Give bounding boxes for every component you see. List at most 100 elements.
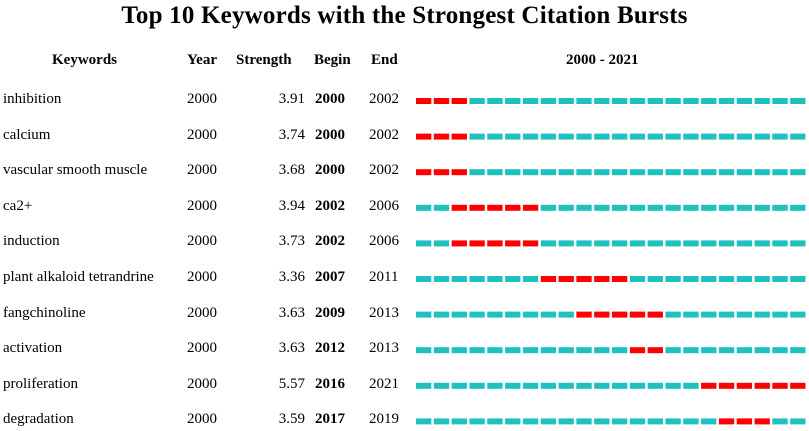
baseline-segment	[790, 311, 806, 318]
baseline-segment	[558, 311, 574, 318]
baseline-segment	[469, 382, 485, 389]
baseline-segment	[629, 276, 646, 282]
baseline-segment	[469, 276, 485, 282]
baseline-segment	[416, 240, 432, 247]
baseline-segment	[416, 347, 432, 354]
baseline-segment	[433, 276, 450, 282]
baseline-segment	[754, 98, 770, 104]
cell-keyword: ca2+	[3, 197, 33, 214]
baseline-segment	[665, 276, 681, 282]
baseline-segment	[647, 276, 663, 282]
baseline-segment	[790, 204, 806, 211]
cell-strength: 3.74	[278, 126, 305, 143]
cell-keyword: vascular smooth muscle	[3, 162, 148, 179]
baseline-segment	[487, 347, 503, 354]
burst-segment	[505, 240, 521, 247]
baseline-segment	[612, 204, 628, 211]
cell-year: 2000	[187, 411, 217, 428]
baseline-segment	[505, 98, 521, 104]
burst-row-bar	[416, 204, 806, 211]
burst-segment	[469, 240, 485, 247]
baseline-segment	[469, 347, 485, 354]
cell-keyword: activation	[3, 340, 63, 357]
baseline-segment	[594, 133, 610, 140]
baseline-segment	[594, 418, 610, 425]
baseline-segment	[451, 382, 467, 389]
baseline-segment	[576, 240, 592, 247]
burst-segment	[505, 204, 521, 211]
baseline-segment	[576, 418, 592, 425]
burst-segment	[522, 204, 539, 211]
baseline-segment	[612, 418, 628, 425]
cell-strength: 3.94	[278, 197, 305, 214]
baseline-segment	[754, 240, 770, 247]
cell-begin: 2012	[315, 340, 345, 357]
baseline-segment	[754, 276, 770, 282]
baseline-segment	[416, 204, 432, 211]
burst-row-bar	[416, 276, 806, 282]
baseline-segment	[701, 240, 717, 247]
baseline-segment	[701, 418, 717, 425]
burst-row-bar	[416, 169, 806, 176]
baseline-segment	[612, 98, 628, 104]
baseline-segment	[558, 418, 574, 425]
baseline-segment	[754, 204, 770, 211]
cell-year: 2000	[187, 126, 217, 143]
baseline-segment	[612, 382, 628, 389]
burst-segment	[469, 204, 485, 211]
burst-segment	[433, 98, 450, 104]
baseline-segment	[522, 169, 539, 176]
baseline-segment	[522, 382, 539, 389]
baseline-segment	[522, 98, 539, 104]
baseline-segment	[754, 169, 770, 176]
baseline-segment	[772, 311, 788, 318]
baseline-segment	[558, 240, 574, 247]
baseline-segment	[790, 276, 806, 282]
baseline-segment	[612, 169, 628, 176]
baseline-segment	[790, 347, 806, 354]
baseline-segment	[772, 98, 788, 104]
burst-segment	[612, 276, 628, 282]
baseline-segment	[629, 418, 646, 425]
baseline-segment	[718, 276, 735, 282]
cell-strength: 3.63	[278, 304, 305, 321]
baseline-segment	[487, 276, 503, 282]
burst-segment	[754, 418, 770, 425]
burst-segment	[790, 382, 806, 389]
cell-end: 2021	[369, 375, 399, 392]
cell-end: 2006	[369, 197, 399, 214]
cell-year: 2000	[187, 91, 217, 107]
baseline-segment	[683, 418, 699, 425]
baseline-segment	[576, 382, 592, 389]
baseline-segment	[469, 133, 485, 140]
header-keywords: Keywords	[52, 52, 117, 68]
baseline-segment	[701, 98, 717, 104]
baseline-segment	[594, 169, 610, 176]
burst-segment	[772, 382, 788, 389]
cell-strength: 3.59	[278, 411, 305, 428]
baseline-segment	[522, 418, 539, 425]
baseline-segment	[665, 133, 681, 140]
baseline-segment	[433, 204, 450, 211]
baseline-segment	[576, 169, 592, 176]
header-end: End	[371, 52, 398, 68]
baseline-segment	[487, 418, 503, 425]
baseline-segment	[558, 169, 574, 176]
baseline-segment	[576, 133, 592, 140]
cell-keyword: proliferation	[3, 375, 78, 392]
header-strength: Strength	[236, 52, 292, 68]
baseline-segment	[647, 98, 663, 104]
cell-end: 2019	[369, 411, 399, 428]
baseline-segment	[522, 347, 539, 354]
burst-segment	[416, 98, 432, 104]
baseline-segment	[416, 276, 432, 282]
burst-row-bar	[416, 382, 806, 389]
baseline-segment	[558, 204, 574, 211]
cell-year: 2000	[187, 269, 217, 285]
baseline-segment	[683, 204, 699, 211]
baseline-segment	[665, 169, 681, 176]
baseline-segment	[629, 133, 646, 140]
baseline-segment	[594, 98, 610, 104]
baseline-segment	[736, 169, 753, 176]
